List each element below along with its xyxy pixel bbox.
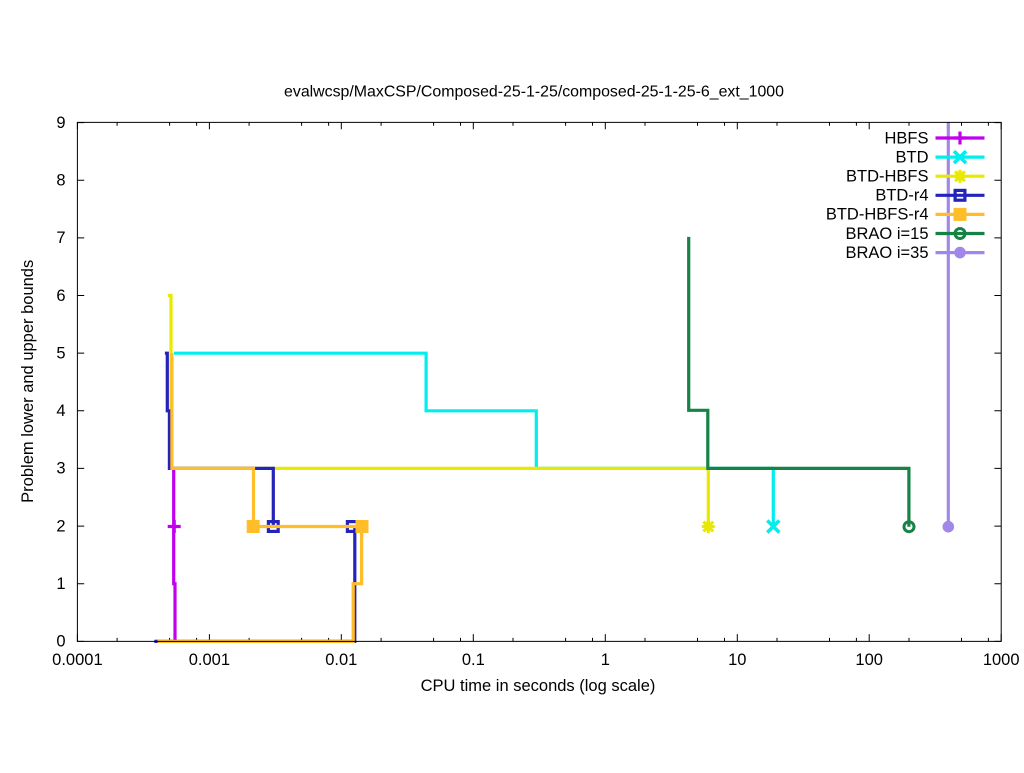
svg-text:Problem lower and upper bounds: Problem lower and upper bounds <box>19 260 37 503</box>
svg-text:BTD-r4: BTD-r4 <box>875 187 928 205</box>
svg-text:6: 6 <box>56 287 65 305</box>
svg-text:1000: 1000 <box>983 651 1020 669</box>
svg-text:7: 7 <box>56 229 65 247</box>
svg-text:CPU time in seconds (log scale: CPU time in seconds (log scale) <box>421 677 656 695</box>
svg-text:5: 5 <box>56 345 65 363</box>
svg-text:3: 3 <box>56 460 65 478</box>
svg-text:BRAO i=35: BRAO i=35 <box>846 244 929 262</box>
svg-text:BTD-HBFS-r4: BTD-HBFS-r4 <box>826 206 929 224</box>
svg-text:1: 1 <box>601 651 610 669</box>
svg-text:HBFS: HBFS <box>884 129 928 147</box>
svg-text:0: 0 <box>56 633 65 651</box>
svg-text:evalwcsp/MaxCSP/Composed-25-1-: evalwcsp/MaxCSP/Composed-25-1-25/compose… <box>284 83 784 100</box>
svg-text:0.0001: 0.0001 <box>52 651 102 669</box>
svg-text:0.01: 0.01 <box>325 651 357 669</box>
svg-text:9: 9 <box>56 114 65 132</box>
svg-text:BTD-HBFS: BTD-HBFS <box>846 168 929 186</box>
svg-text:1: 1 <box>56 575 65 593</box>
svg-text:BTD: BTD <box>896 148 929 166</box>
svg-text:BRAO i=15: BRAO i=15 <box>846 225 929 243</box>
svg-text:2: 2 <box>56 517 65 535</box>
svg-text:10: 10 <box>728 651 746 669</box>
svg-text:0.1: 0.1 <box>462 651 485 669</box>
svg-text:0.001: 0.001 <box>189 651 230 669</box>
svg-text:4: 4 <box>56 402 65 420</box>
svg-text:8: 8 <box>56 172 65 190</box>
svg-text:100: 100 <box>855 651 883 669</box>
